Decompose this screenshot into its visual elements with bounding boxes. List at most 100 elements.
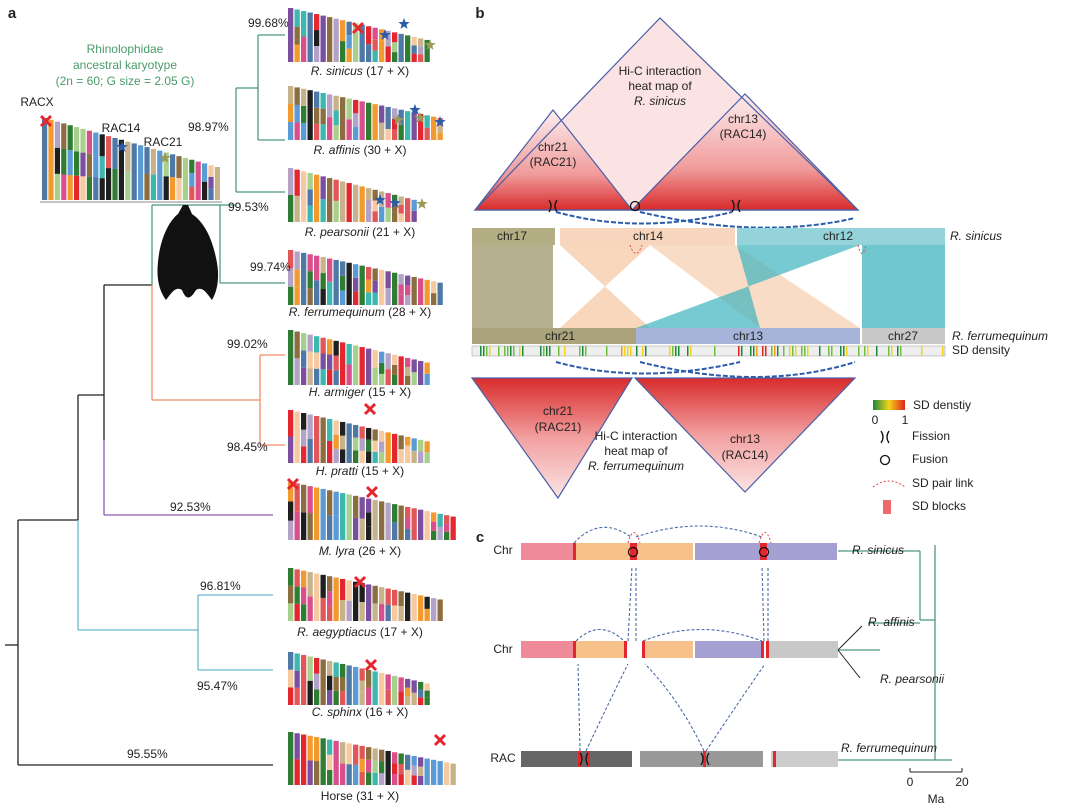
chromosome-segment [118,139,124,200]
chromosome-segment [333,200,339,222]
chromosome-segment [333,95,339,111]
chromosome-segment [444,762,450,774]
axis-tick-label: 20 [955,775,969,789]
chromosome-segment [366,102,372,140]
chromosome-segment [353,666,359,705]
chromosome-segment [366,26,372,45]
chromosome-segment [392,774,398,785]
chromosome-segment [294,603,300,621]
chromosome-segment [320,417,326,463]
chromosome-segment [392,272,398,305]
density-tick [900,346,902,356]
chromosome-segment [411,359,417,373]
fusion-star [159,152,171,163]
chromosome-segment [372,39,378,51]
chromosome-segment [366,759,372,773]
species-label: H. pratti (15 + X) [316,464,404,478]
chromosome-segment [418,681,424,690]
chromosome-segment [294,269,300,288]
chromosome-segment [307,438,313,463]
chromosome-segment [418,46,424,55]
chromosome-segment [405,678,411,688]
fission-symbol [880,430,890,444]
chromosome-segment [398,294,404,305]
chromosome-segment [170,154,176,178]
chromosome-segment [301,36,307,62]
density-tick [621,346,623,356]
chromosome-segment [150,148,156,175]
density-tick [522,346,524,356]
chromosome-segment [385,128,391,140]
density-tick [876,346,878,356]
chromosome-segment [405,445,411,455]
chromosome-segment [398,356,404,385]
chromosome-segment [405,592,411,621]
chromosome-segment [359,265,365,305]
species-label: R. ferrumequinum [841,741,937,755]
chromosome-segment [405,506,411,518]
chromosome-segment [301,446,307,463]
chromosome-segment [307,414,313,439]
row-label: Chr [493,543,512,557]
density-tick [504,346,506,356]
chromosome-segment [163,152,169,177]
chromosome-segment [418,361,424,385]
axis-title: Ma [928,792,945,806]
chromosome-segment [437,132,443,140]
chromosome-segment [288,410,294,437]
chromosome-segment [294,586,300,604]
chromosome-track [560,228,735,245]
chromosome-segment [359,101,365,140]
chromosome-segment [398,435,404,450]
chromosome-segment [42,118,48,200]
chromosome-segment [372,104,378,140]
density-tick [864,346,866,356]
karyotype-count: (30 + X) [364,143,407,157]
chromosome-track [737,228,945,245]
chromosome-segment [437,599,443,621]
chromosome-segment [398,774,404,785]
species-name: R. pearsonii [305,225,369,239]
chromosome-segment [294,287,300,305]
chromosome-segment [320,369,326,385]
density-tick [582,346,584,356]
chromosome-segment [379,40,385,52]
density-tick [792,346,794,356]
chromosome-segment [405,275,411,286]
chromosome-segment [346,183,352,222]
chromosome-segment [340,493,346,540]
density-tick [891,346,893,356]
chromosome-segment [307,288,313,305]
chromosome-segment [314,107,320,124]
chromosome-segment [353,450,359,463]
chromosome-segment [320,597,326,621]
density-tick [819,346,821,356]
species-label: R. ferrumequinum [952,329,1048,343]
density-tick [888,346,890,356]
chromosome-segment [405,357,411,367]
chromosome-segment [74,151,80,176]
identity-label: 99.02% [227,337,268,351]
chromosome-segment [333,515,339,540]
chromosome-segment [372,50,378,62]
chromosome-segment [150,174,156,200]
chromosome-segment [189,186,195,200]
chromosome-segment [288,482,294,502]
chromosome-segment [392,364,398,375]
chromosome-segment [288,603,294,621]
density-tick [738,346,740,356]
density-tick [513,346,515,356]
chromosome-segment [437,761,443,785]
chromosome-segment [353,23,359,62]
chromosome-segment [301,429,307,447]
chromosome-segment [333,125,339,140]
chromosome-segment [372,27,378,40]
density-tick [765,346,767,356]
chromosome-segment [327,606,333,621]
chromosome-block [521,641,575,658]
chromosome-segment [307,12,313,30]
chromosome-segment [288,436,294,463]
chromosome-segment [372,429,378,441]
chromosome-segment [379,604,385,621]
chromosome-segment [405,454,411,463]
